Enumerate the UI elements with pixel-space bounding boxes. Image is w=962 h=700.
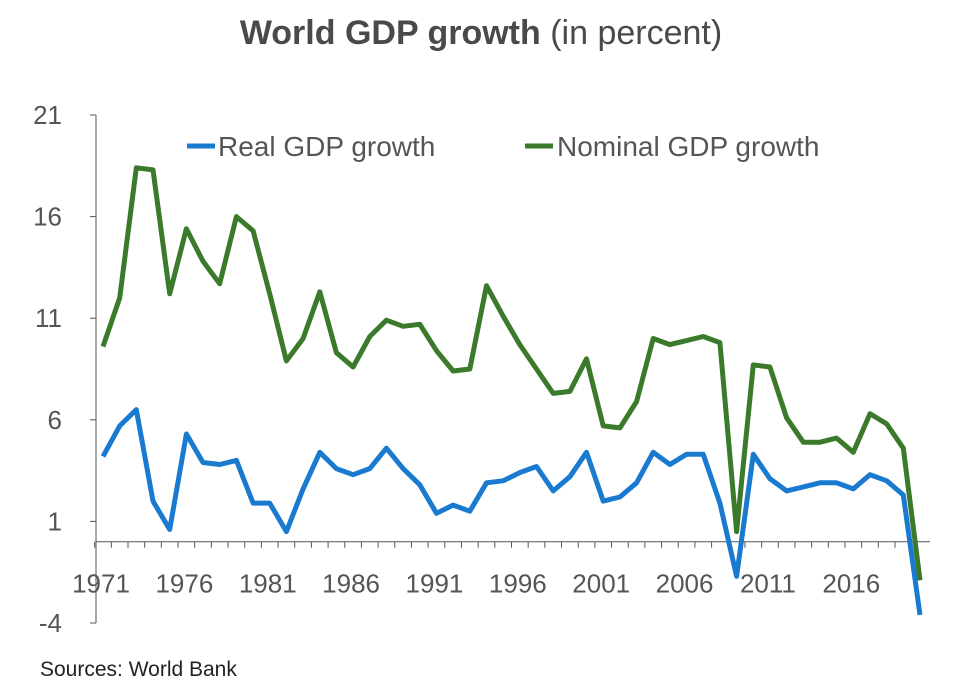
series-line-real-gdp-growth xyxy=(100,407,923,616)
y-tick-label: 21 xyxy=(33,100,62,130)
x-tick-label: 1996 xyxy=(489,569,547,599)
source-note: Sources: World Bank xyxy=(40,658,237,681)
chart-title: World GDP growth (in percent) xyxy=(0,14,962,53)
chart-title-unit: (in percent) xyxy=(540,14,723,52)
y-tick-label: 11 xyxy=(35,303,62,333)
x-tick-label: 2001 xyxy=(572,569,630,599)
x-tick-label: 2011 xyxy=(740,569,796,599)
y-tick-label: 16 xyxy=(33,202,62,232)
x-axis-ticks: 1971 1976 1981 1986 1991 1996 2001 2006 2011 2016 xyxy=(72,541,913,599)
legend-label: Nominal GDP growth xyxy=(557,131,819,162)
chart-title-main: World GDP growth xyxy=(239,14,541,52)
x-tick-label: 1986 xyxy=(322,569,380,599)
y-tick-label: 6 xyxy=(48,405,62,435)
y-axis-ticks: 21 16 11 6 1 -4 xyxy=(33,100,96,638)
legend-label: Real GDP growth xyxy=(218,131,435,162)
x-tick-label: 2016 xyxy=(822,569,880,599)
x-tick-label: 1991 xyxy=(406,569,464,599)
series-line-nominal-gdp-growth xyxy=(100,165,923,581)
data-lines xyxy=(100,165,923,616)
y-tick-label: 1 xyxy=(48,506,62,536)
gdp-growth-chart: 21 16 11 6 1 -4 1971 1976 1981 1986 1991 1996 2001 2… xyxy=(33,100,930,638)
x-tick-label: 1971 xyxy=(72,569,130,599)
x-tick-label: 1976 xyxy=(155,569,213,599)
x-tick-label: 1981 xyxy=(239,569,297,599)
legend: Real GDP growth Nominal GDP growth xyxy=(187,131,819,162)
x-tick-label: 2006 xyxy=(656,569,714,599)
y-tick-label: -4 xyxy=(39,608,62,638)
